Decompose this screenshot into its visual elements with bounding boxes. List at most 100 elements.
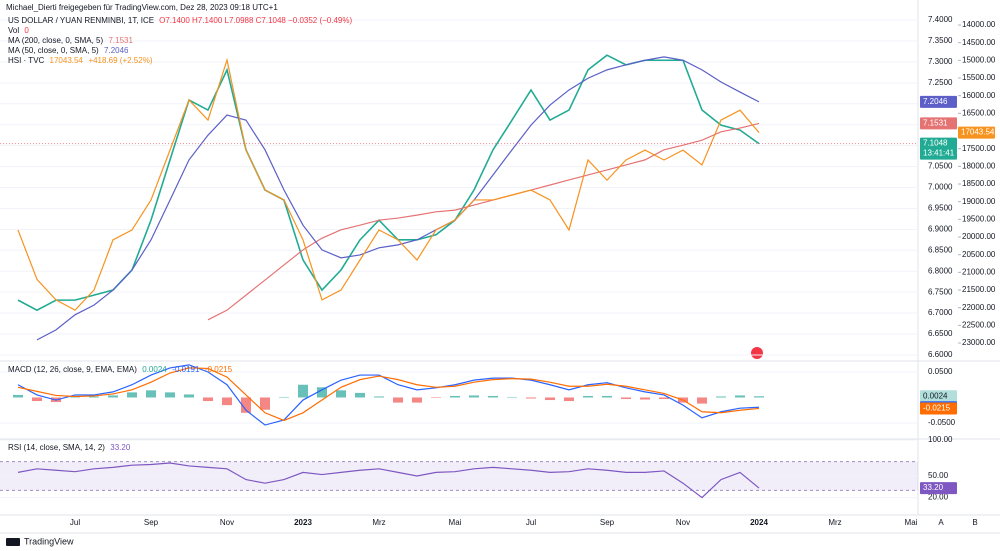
histogram-bar (241, 397, 251, 413)
last-value-label: 17043.54 (961, 128, 995, 137)
y2-tick-label: 22500.00 (962, 320, 996, 329)
x-tick-label: Mrz (372, 518, 385, 527)
last-value-label: 7.1531 (923, 119, 948, 128)
x-tick-label: 2024 (750, 518, 768, 527)
histogram-bar (298, 384, 308, 398)
x-tick-label: Mai (449, 518, 462, 527)
histogram-bar (450, 395, 460, 398)
y2-tick-label: 21000.00 (962, 267, 996, 276)
histogram-bar (355, 392, 365, 398)
series-line (17, 364, 760, 426)
histogram-bar (564, 397, 574, 402)
histogram-bar (127, 392, 137, 398)
x-tick-label: Nov (676, 518, 690, 527)
histogram-bar (32, 397, 42, 402)
x-tick-label: 2023 (294, 518, 312, 527)
y-tick-label: 7.3000 (928, 57, 953, 66)
x-tick-label: Sep (144, 518, 159, 527)
y-tick-label: 50.00 (928, 471, 949, 480)
x-tick-label: Jul (70, 518, 80, 527)
legend-change: +418.69 (+2.52%) (88, 56, 152, 65)
last-value-label: 7.1048 (923, 139, 948, 148)
last-value-box (920, 137, 957, 160)
y-tick-label: 6.9000 (928, 224, 953, 233)
y-tick-label: 7.0500 (928, 162, 953, 171)
histogram-bar (735, 395, 745, 398)
y2-tick-label: 14500.00 (962, 38, 996, 47)
histogram-bar (640, 397, 650, 400)
last-value-label: 7.2046 (923, 97, 948, 106)
histogram-bar (222, 397, 232, 406)
histogram-bar (526, 397, 536, 399)
y2-tick-label: 14000.00 (962, 20, 996, 29)
y2-tick-label: 19500.00 (962, 214, 996, 223)
y2-tick-label: 21500.00 (962, 285, 996, 294)
x-tick-label: Mai (905, 518, 918, 527)
ohlc: O7.1400 H7.1400 L7.0988 C7.1048 −0.0352 … (159, 16, 352, 25)
last-value-box (920, 95, 957, 108)
y2-tick-label: 15000.00 (962, 55, 996, 64)
last-value-label: 0.0024 (923, 391, 948, 400)
y-tick-label: -0.0500 (928, 418, 956, 427)
last-value-box (920, 482, 957, 495)
histogram-bar (108, 395, 118, 398)
histogram-bar (412, 397, 422, 403)
histogram-bar (488, 395, 498, 398)
legend-name: MA (200, close, 0, SMA, 5) (8, 36, 103, 45)
legend-value: 17043.54 (50, 56, 84, 65)
histogram-bar (260, 397, 270, 410)
y-tick-label: 0.0500 (928, 367, 953, 376)
histogram-bar (146, 390, 156, 398)
y-tick-label: 6.8000 (928, 266, 953, 275)
histogram-bar (659, 397, 669, 400)
axis-button: A (938, 518, 944, 527)
axis-button: B (972, 518, 977, 527)
histogram-bar (279, 396, 289, 398)
y2-tick-label: 18000.00 (962, 161, 996, 170)
legend-value: 33.20 (110, 443, 131, 452)
last-value-box (920, 117, 957, 130)
event-icon (751, 347, 763, 359)
legend-value: 7.2046 (104, 46, 129, 55)
histogram-bar (469, 395, 479, 398)
last-value-box (958, 126, 995, 139)
histogram-bar (754, 396, 764, 398)
series-line (17, 462, 760, 499)
y2-tick-label: 20500.00 (962, 250, 996, 259)
y-tick-label: 7.4000 (928, 15, 953, 24)
last-value-box (920, 390, 957, 403)
footer-text: TradingView (24, 536, 74, 546)
y-tick-label: 20.00 (928, 493, 949, 502)
histogram-bar (203, 397, 213, 402)
histogram-bar (89, 396, 99, 398)
x-tick-label: Jul (526, 518, 536, 527)
y2-tick-label: 17500.00 (962, 144, 996, 153)
histogram-bar (317, 387, 327, 398)
volume: 0 (24, 26, 29, 35)
y-tick-label: 7.3500 (928, 36, 953, 45)
histogram-bar (621, 397, 631, 400)
panel-title: RSI (14, close, SMA, 14, 2) (8, 443, 105, 452)
tradingview-logo (6, 538, 20, 546)
series-line (17, 367, 760, 422)
histogram-bar (431, 397, 441, 398)
series-line (17, 57, 760, 311)
y-tick-label: 6.6000 (928, 350, 953, 359)
legend-name: HSI · TVC (8, 56, 45, 65)
subtitle: Michael_Dierti freigegeben für TradingVi… (6, 3, 278, 12)
y2-tick-label: 23000.00 (962, 338, 996, 347)
histogram-bar (336, 390, 346, 398)
histogram-bar (716, 396, 726, 398)
y-tick-label: 6.7500 (928, 287, 953, 296)
histogram-bar (184, 394, 194, 398)
y-tick-label: 100.00 (928, 435, 953, 444)
series-line (207, 122, 760, 321)
y2-tick-label: 16000.00 (962, 91, 996, 100)
y-tick-label: 7.2500 (928, 78, 953, 87)
last-value-label: 33.20 (923, 483, 944, 492)
series-line (36, 56, 760, 341)
y2-tick-label: 16500.00 (962, 108, 996, 117)
